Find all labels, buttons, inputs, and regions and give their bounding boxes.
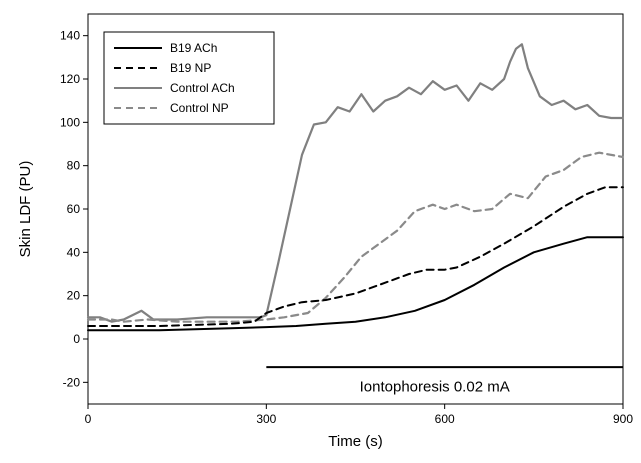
y-tick-label: 120 <box>60 72 80 86</box>
annotation-layer: Iontophoresis 0.02 mA <box>266 366 623 396</box>
series-line-b19-ach <box>87 236 624 332</box>
y-tick-label: -20 <box>63 375 81 389</box>
y-axis: -20 0 20 40 60 80 100 120 140 <box>60 29 88 389</box>
x-tick-label: 300 <box>256 412 276 426</box>
y-tick-label: 0 <box>73 332 80 346</box>
y-tick-label: 60 <box>67 202 81 216</box>
iontophoresis-label: Iontophoresis 0.02 mA <box>360 379 510 396</box>
y-tick-label: 80 <box>67 159 81 173</box>
x-tick-label: 600 <box>435 412 455 426</box>
legend-label: Control ACh <box>170 81 235 95</box>
y-tick-label: 40 <box>67 245 81 259</box>
y-tick-label: 100 <box>60 115 80 129</box>
x-axis: 0 300 600 900 <box>85 404 633 426</box>
x-axis-title: Time (s) <box>328 433 382 450</box>
series-line-b19-np <box>87 186 624 327</box>
x-tick-label: 900 <box>613 412 633 426</box>
series-line-control-ach <box>86 43 625 323</box>
y-tick-label: 140 <box>60 29 80 43</box>
legend: B19 ACh B19 NP Control ACh Control NP <box>103 31 275 125</box>
series-line-control-np <box>86 151 625 323</box>
y-tick-label: 20 <box>67 289 81 303</box>
series-layer <box>86 43 625 332</box>
legend-label: Control NP <box>170 101 229 115</box>
legend-label: B19 NP <box>170 61 211 75</box>
y-axis-title: Skin LDF (PU) <box>17 161 34 258</box>
legend-label: B19 ACh <box>170 41 217 55</box>
x-tick-label: 0 <box>85 412 92 426</box>
